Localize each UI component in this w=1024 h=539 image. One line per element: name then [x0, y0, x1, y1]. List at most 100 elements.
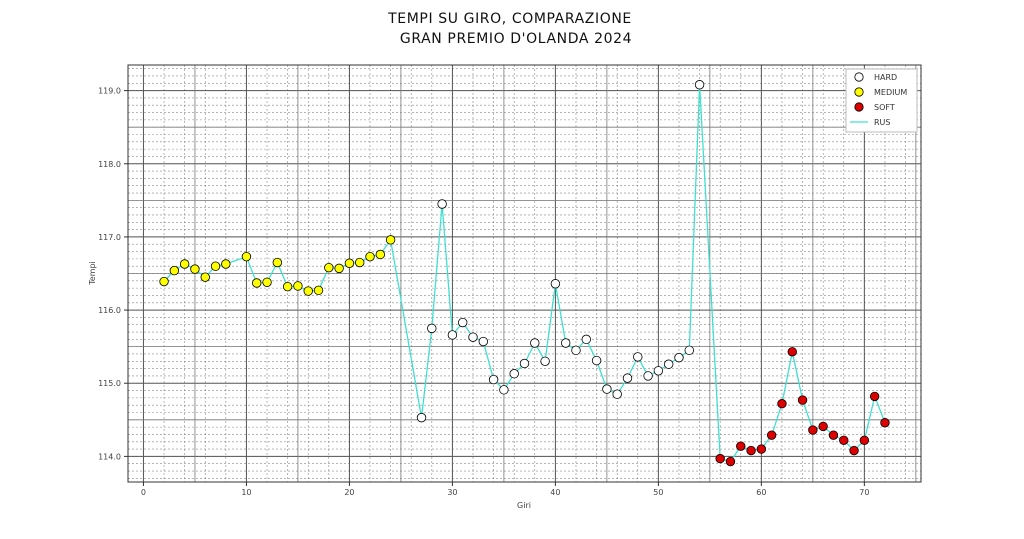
lap-marker-soft: [756, 444, 767, 454]
lap-marker-soft: [818, 421, 828, 432]
lap-marker-hard: [653, 366, 664, 376]
lap-marker-medium: [159, 276, 169, 287]
x-tick-label: 0: [141, 488, 146, 497]
lap-marker-soft: [869, 391, 880, 402]
lap-marker-hard: [447, 330, 458, 340]
legend-label-soft: SOFT: [874, 103, 895, 112]
lap-marker-medium: [179, 259, 190, 269]
lap-marker-medium: [252, 278, 262, 288]
x-tick-label: 40: [550, 488, 560, 497]
lap-marker-hard: [519, 358, 530, 369]
lap-marker-hard: [622, 373, 633, 383]
lap-marker-soft: [766, 430, 777, 440]
lap-marker-soft: [777, 399, 787, 409]
lap-marker-hard: [560, 338, 571, 348]
x-axis-label: Giri: [517, 501, 531, 510]
lap-marker-hard: [550, 279, 561, 289]
legend-marker-soft: [854, 102, 864, 112]
lap-marker-medium: [365, 251, 375, 262]
lap-marker-soft: [715, 453, 725, 464]
lap-markers: [159, 80, 890, 467]
lap-marker-medium: [210, 261, 221, 271]
lap-marker-soft: [839, 435, 849, 446]
lap-marker-medium: [221, 259, 231, 269]
y-tick-label: 119.0: [98, 87, 121, 96]
lap-marker-hard: [694, 80, 705, 90]
lap-marker-medium: [293, 281, 303, 291]
x-axis-ticks: 0 10 20 30 40 50 60 70: [141, 482, 869, 497]
x-tick-label: 70: [859, 488, 869, 497]
lap-marker-hard: [674, 352, 684, 363]
legend: HARD MEDIUM SOFT RUS: [845, 68, 918, 133]
lap-marker-soft: [797, 395, 808, 405]
lap-marker-medium: [375, 249, 386, 260]
plot-area-frame: [127, 64, 922, 483]
lap-marker-hard: [416, 412, 427, 423]
y-tick-label: 116.0: [98, 306, 121, 315]
lap-marker-hard: [633, 352, 643, 362]
lap-marker-hard: [458, 317, 468, 328]
lap-marker-medium: [200, 272, 210, 282]
lap-marker-hard: [540, 356, 550, 366]
lap-marker-soft: [880, 418, 890, 428]
x-tick-label: 60: [756, 488, 766, 497]
y-tick-label: 114.0: [98, 452, 121, 461]
lap-marker-medium: [282, 281, 293, 292]
lap-marker-medium: [313, 285, 324, 296]
lap-marker-hard: [530, 338, 540, 348]
lap-marker-medium: [262, 277, 272, 287]
lap-marker-hard: [427, 323, 437, 334]
lap-marker-medium: [303, 286, 313, 296]
legend-label-hard: HARD: [874, 73, 897, 82]
lap-marker-hard: [684, 345, 694, 356]
lap-marker-hard: [663, 359, 674, 369]
y-tick-label: 115.0: [98, 379, 121, 388]
lap-marker-soft: [725, 456, 736, 467]
lap-marker-hard: [478, 336, 489, 347]
lap-marker-soft: [859, 435, 870, 446]
legend-marker-medium: [854, 87, 864, 97]
lap-marker-medium: [241, 251, 252, 262]
lap-marker-hard: [499, 385, 509, 395]
lap-marker-hard: [612, 389, 622, 399]
legend-marker-hard: [854, 72, 864, 82]
x-tick-label: 20: [344, 488, 354, 497]
x-tick-label: 30: [447, 488, 457, 497]
lap-marker-hard: [602, 384, 612, 394]
lap-marker-medium: [385, 235, 396, 245]
lap-marker-soft: [787, 347, 797, 357]
lap-marker-soft: [736, 441, 746, 451]
lap-marker-hard: [437, 199, 447, 209]
lap-marker-soft: [808, 425, 818, 435]
lap-marker-medium: [324, 262, 334, 273]
lap-marker-medium: [190, 264, 200, 274]
x-tick-label: 50: [653, 488, 663, 497]
y-axis-label: Tempi: [88, 261, 97, 286]
y-axis-ticks: 114.0 115.0 116.0 117.0 118.0 119.0: [98, 87, 128, 461]
lap-marker-hard: [468, 332, 478, 342]
x-tick-label: 10: [241, 488, 251, 497]
lap-marker-soft: [828, 430, 839, 440]
lap-marker-hard: [581, 334, 591, 345]
lap-marker-hard: [488, 374, 499, 385]
chart-title-line-1: TEMPI SU GIRO, COMPARAZIONE: [387, 11, 632, 27]
lap-marker-hard: [643, 371, 653, 381]
major-grid: [128, 65, 921, 482]
y-tick-label: 117.0: [98, 233, 121, 242]
lap-marker-medium: [169, 265, 180, 276]
lap-marker-medium: [334, 263, 344, 274]
legend-label-rus: RUS: [874, 118, 891, 127]
lap-marker-medium: [272, 257, 283, 268]
lap-marker-hard: [509, 369, 519, 379]
chart-title: TEMPI SU GIRO, COMPARAZIONE GRAN PREMIO …: [387, 11, 632, 47]
y-tick-label: 118.0: [98, 160, 121, 169]
legend-label-medium: MEDIUM: [874, 88, 907, 97]
lap-marker-hard: [571, 345, 581, 356]
lap-marker-medium: [355, 257, 365, 268]
chart-title-line-2: GRAN PREMIO D'OLANDA 2024: [400, 31, 632, 47]
lap-marker-medium: [344, 258, 355, 268]
lap-marker-hard: [591, 355, 602, 366]
lap-marker-soft: [849, 445, 859, 456]
lap-marker-soft: [746, 445, 756, 456]
